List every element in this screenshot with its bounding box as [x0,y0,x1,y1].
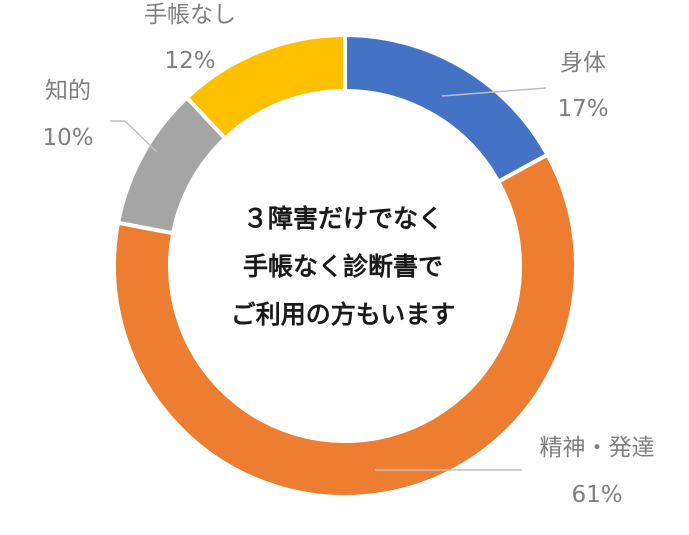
donut-slices [112,33,578,499]
data-labels: 身体 17% 精神・発達 61% 知的 10% 手帳なし 12% [42,2,654,508]
label-name-body: 身体 [560,50,606,76]
label-value-no-certificate: 12% [164,48,215,74]
label-value-intellectual: 10% [42,125,93,151]
label-name-intellectual: 知的 [45,78,91,104]
label-value-body: 17% [557,96,608,122]
slice-mental [112,152,578,499]
slice-body [343,33,550,184]
leader-lines [110,87,547,471]
center-text-line-2: 手帳なく診断書で [243,252,443,281]
leader-line-body [441,87,547,97]
center-caption: ３障害だけでなく 手帳なく診断書で ご利用の方もいます [231,204,456,329]
label-name-mental: 精神・発達 [540,435,655,461]
center-text-line-3: ご利用の方もいます [231,300,456,329]
center-text-line-1: ３障害だけでなく [243,204,443,233]
label-value-mental: 61% [571,482,622,508]
slice-no-certificate [184,33,347,141]
label-name-no-certificate: 手帳なし [144,2,236,28]
leader-line-intellectual [110,120,158,153]
